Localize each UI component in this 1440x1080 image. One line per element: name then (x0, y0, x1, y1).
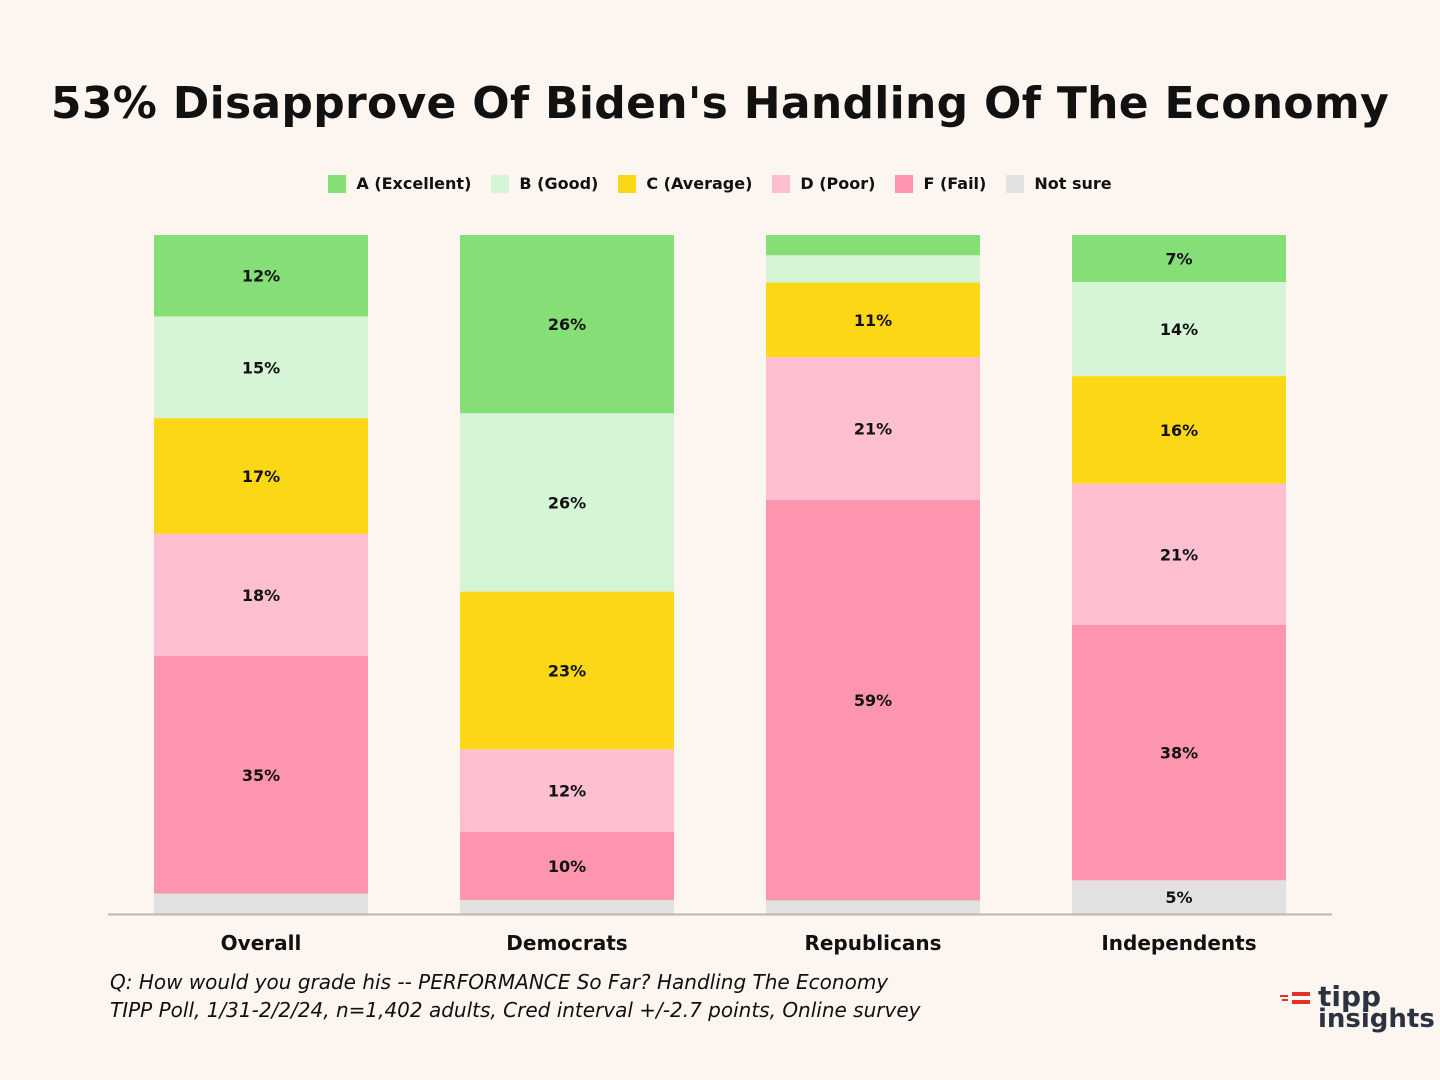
bar-segment (460, 413, 674, 592)
bar-segment (460, 591, 674, 750)
bar-segment (460, 235, 674, 414)
data-label: 35% (242, 766, 280, 785)
x-tick-label: Democrats (506, 931, 627, 955)
legend-swatch (618, 174, 637, 193)
legend-swatch (328, 174, 347, 193)
data-label: 59% (854, 691, 892, 710)
data-label: 14% (1160, 320, 1198, 339)
bar-segment (1072, 624, 1286, 881)
x-tick-label: Independents (1101, 931, 1256, 955)
data-label: 38% (1160, 744, 1198, 763)
legend-swatch (1006, 174, 1025, 193)
data-label: 12% (242, 267, 280, 286)
bar-segment (766, 235, 980, 256)
tipp-insights-logo: tipp insights (1278, 980, 1435, 1036)
data-label: 21% (1160, 545, 1198, 564)
x-tick-label: Overall (221, 931, 302, 955)
legend-item: Not sure (1006, 174, 1112, 193)
logo-text-insights: insights (1318, 1004, 1435, 1034)
bar-segment (460, 749, 674, 832)
bar-segment (154, 893, 368, 914)
data-label: 15% (242, 358, 280, 377)
data-label: 5% (1165, 888, 1192, 907)
bar-segment (1072, 235, 1286, 283)
bar-segment (154, 316, 368, 419)
data-label: 18% (242, 586, 280, 605)
bar-segment (154, 235, 368, 317)
x-tick-label: Republicans (804, 931, 941, 955)
bar-segment (1072, 483, 1286, 625)
data-label: 26% (548, 493, 586, 512)
chart-legend: A (Excellent) B (Good) C (Average) D (Poor)… (0, 174, 1440, 193)
legend-item: A (Excellent) (328, 174, 471, 193)
legend-label: B (Good) (519, 174, 599, 193)
bar-segment (766, 499, 980, 901)
data-label: 12% (548, 782, 586, 801)
bar-segment (154, 418, 368, 534)
data-label: 23% (548, 662, 586, 681)
bar-segment (1072, 880, 1286, 914)
bar-segment (766, 255, 980, 283)
bar-segment (1072, 376, 1286, 484)
bar-segment (460, 831, 674, 901)
legend-label: F (Fail) (923, 174, 987, 193)
legend-item: F (Fail) (895, 174, 986, 193)
data-label: 16% (1160, 421, 1198, 440)
data-label: 17% (242, 467, 280, 486)
bar-segment (1072, 282, 1286, 377)
logo-mark-icon (1280, 992, 1310, 1004)
legend-label: C (Average) (646, 174, 753, 193)
data-label: 21% (854, 420, 892, 439)
data-label: 10% (548, 857, 586, 876)
bar-segment (154, 655, 368, 894)
bar-segment (766, 357, 980, 500)
legend-label: D (Poor) (800, 174, 876, 193)
bar-segment (766, 900, 980, 914)
legend-label: Not sure (1034, 174, 1112, 193)
footnote-question: Q: How would you grade his -- PERFORMANC… (110, 970, 889, 994)
data-label: 26% (548, 315, 586, 334)
data-label: 11% (854, 311, 892, 330)
bar-segment (766, 282, 980, 358)
bar-segment (154, 533, 368, 656)
legend-swatch (491, 174, 510, 193)
legend-item: B (Good) (491, 174, 598, 193)
footnote-source: TIPP Poll, 1/31-2/2/24, n=1,402 adults, … (110, 998, 921, 1022)
bar-segment (460, 900, 674, 914)
logo-text-tipp: tipp (1318, 980, 1382, 1013)
legend-swatch (772, 174, 791, 193)
data-label: 7% (1165, 250, 1192, 269)
legend-item: C (Average) (618, 174, 752, 193)
legend-label: A (Excellent) (356, 174, 472, 193)
legend-swatch (895, 174, 914, 193)
chart-title: 53% Disapprove Of Biden's Handling Of Th… (50, 78, 1390, 129)
legend-item: D (Poor) (772, 174, 875, 193)
